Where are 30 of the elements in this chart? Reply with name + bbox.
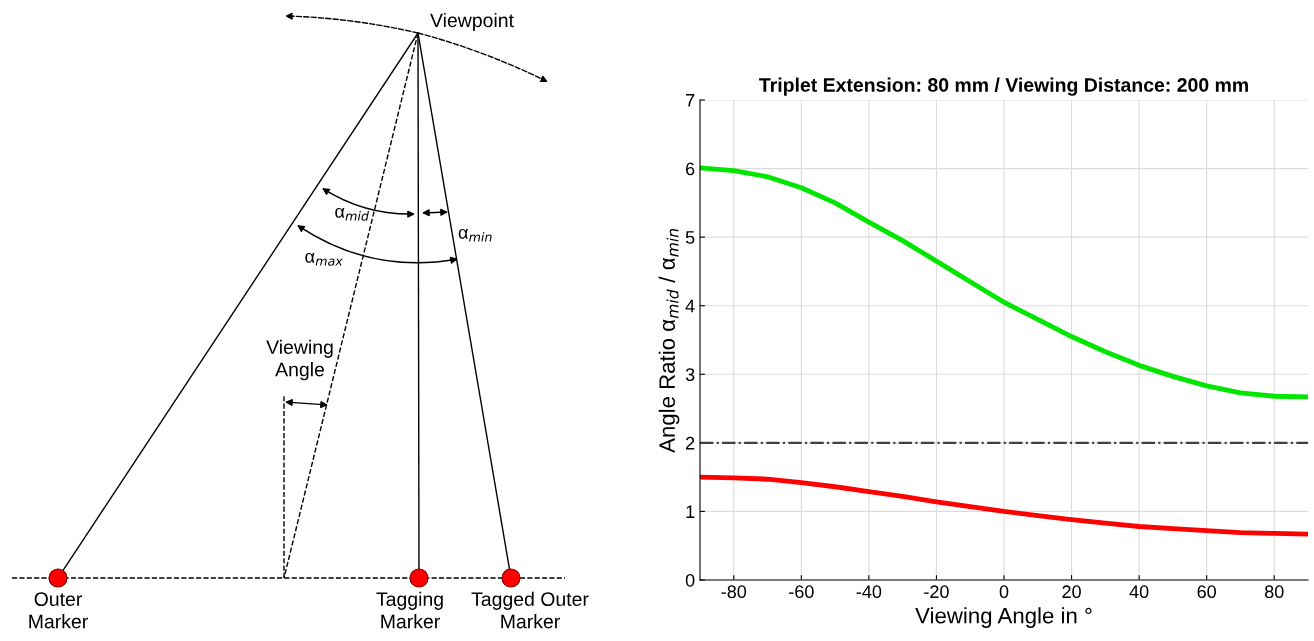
line-series [700,165,1308,400]
x-tick-label: 60 [1197,585,1216,599]
text: Tagged Outer Marker [471,591,589,629]
y-tick-label: 1 [686,505,695,518]
x-tick-label: -40 [856,585,882,599]
y-tick-label: 4 [685,299,695,313]
y-tick-label: 7 [686,94,695,107]
y-tick-label: 5 [685,231,695,244]
x-tick-label: 20 [1062,585,1081,599]
y-tick-label: 0 [685,573,695,587]
text: Outer Marker [29,592,88,629]
y-tick-label: 2 [686,436,695,450]
x-tick-label: 80 [1264,585,1284,599]
x-tick-label: 0 [999,585,1009,599]
y-axis-title: Angle Ratio α$_{mid}$ / α$_{min}$ [658,228,680,453]
chart-title: Triplet Extension: 80 mm / Viewing Distance: 200 mm [759,77,1248,96]
text: α$_{max}$ [305,252,343,266]
x-tick-label: 40 [1129,585,1149,599]
text: Viewing Angle [266,339,333,381]
text: α$_{min}$ [458,228,492,242]
x-tick-label: -80 [721,585,747,599]
text: Tagging Marker [376,591,443,629]
x-tick-label: -60 [789,585,814,599]
x-tick-label: -20 [924,585,949,599]
y-tick-label: 3 [685,368,695,382]
line-series [700,474,1308,537]
y-tick-label: 6 [686,162,695,176]
text: Viewpoint [430,12,514,32]
x-axis-title: Viewing Angle in ° [915,607,1092,628]
text: α$_{mid}$ [335,207,369,221]
